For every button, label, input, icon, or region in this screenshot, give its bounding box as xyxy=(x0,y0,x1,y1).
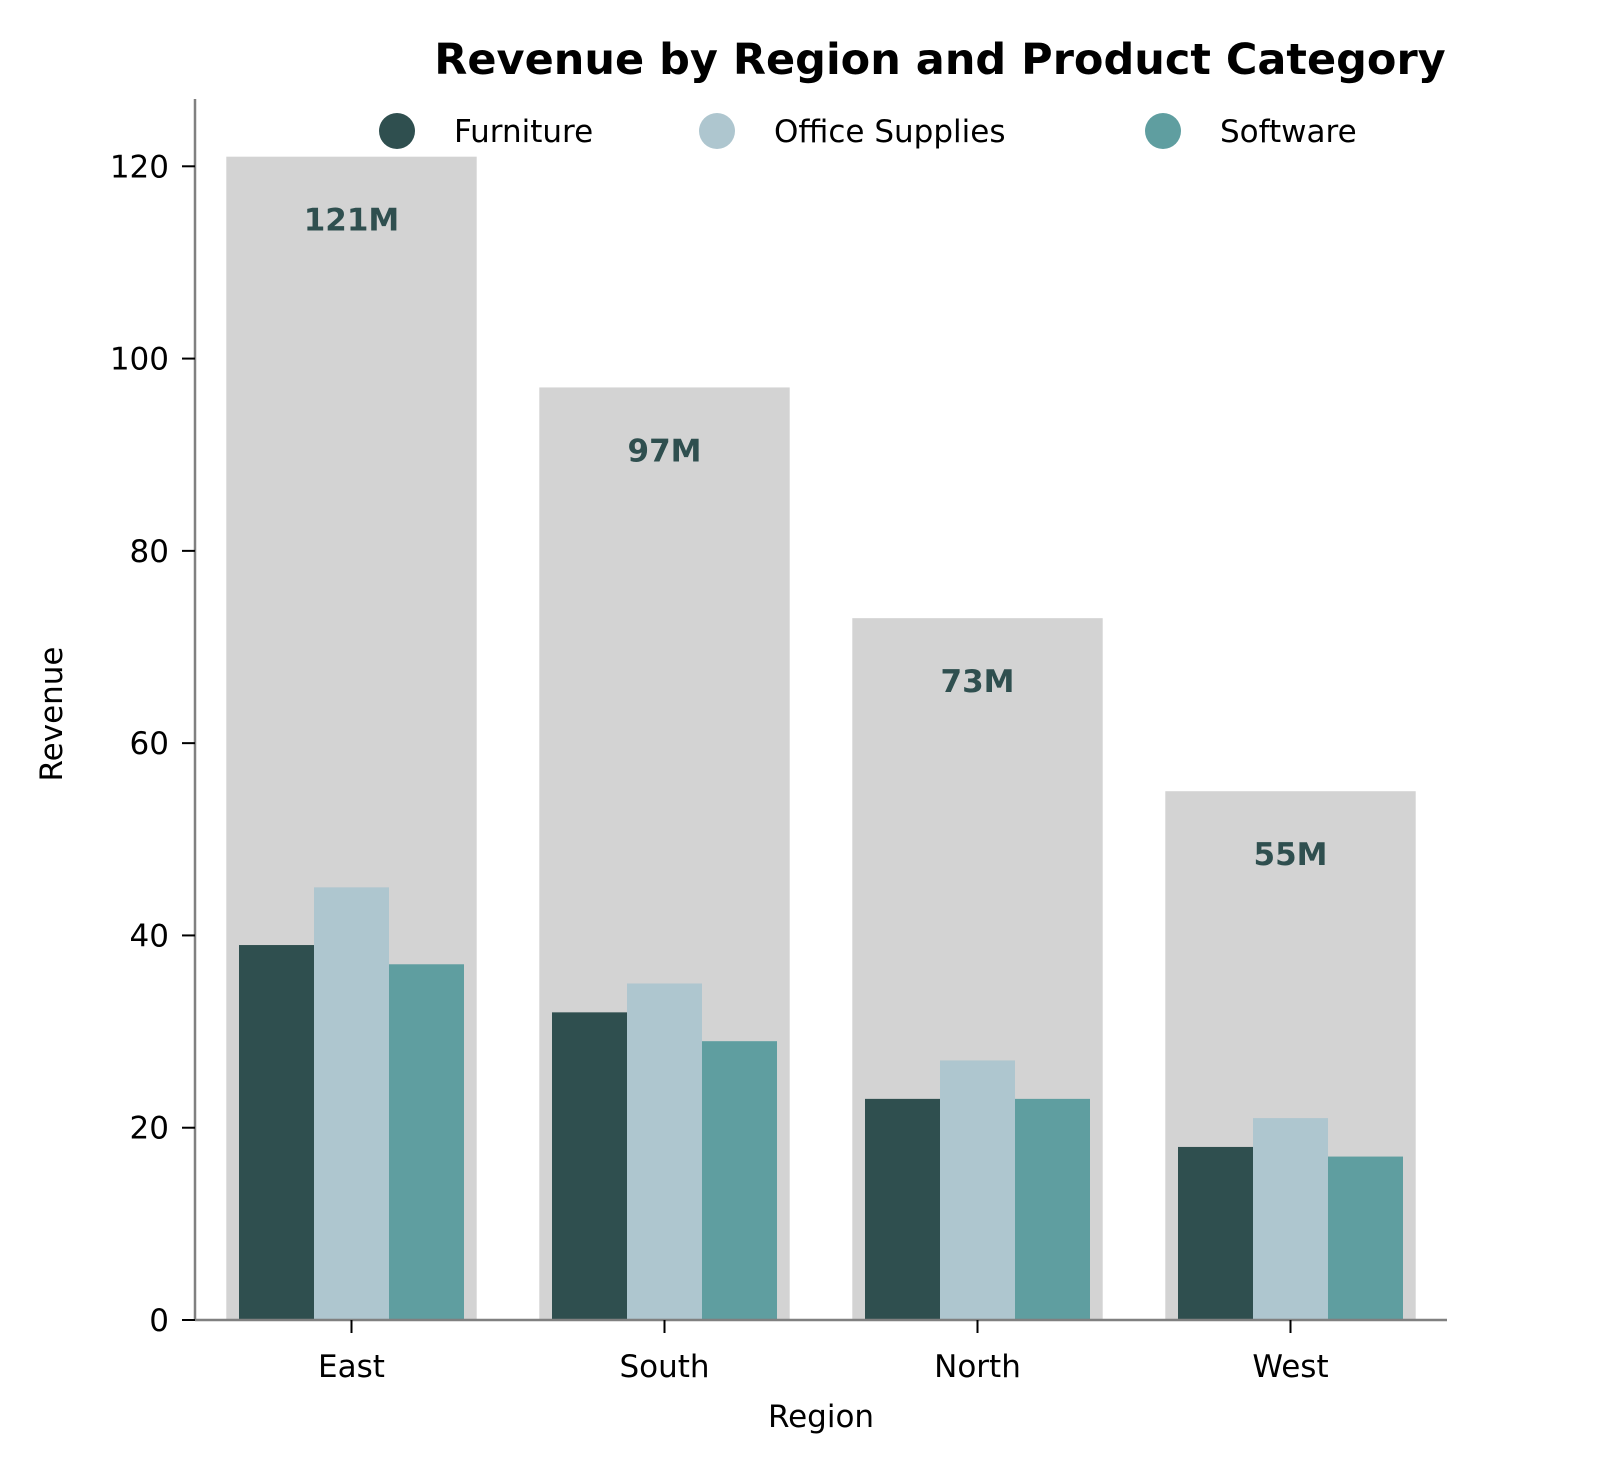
total-label-east: 121M xyxy=(304,203,400,239)
bar-office-supplies-south xyxy=(627,983,702,1320)
x-tick-label-west: West xyxy=(1252,1349,1328,1385)
legend-marker-software xyxy=(1145,113,1181,149)
x-tick-label-north: North xyxy=(934,1349,1021,1385)
legend-item-furniture: Furniture xyxy=(379,113,593,150)
y-tick-label: 20 xyxy=(130,1111,169,1147)
total-label-south: 97M xyxy=(628,433,702,469)
bar-software-east xyxy=(389,964,464,1320)
y-tick-label: 0 xyxy=(149,1303,169,1339)
axes-layer xyxy=(193,99,1447,1322)
y-tick-label: 80 xyxy=(130,534,169,570)
chart-title: Revenue by Region and Product Category xyxy=(434,35,1445,85)
series-bars-layer xyxy=(239,887,1403,1320)
bar-office-supplies-north xyxy=(940,1060,1015,1320)
total-label-north: 73M xyxy=(941,664,1015,700)
bar-office-supplies-west xyxy=(1253,1118,1328,1320)
legend-label-office-supplies: Office Supplies xyxy=(774,114,1005,150)
bar-software-west xyxy=(1328,1156,1403,1320)
legend-label-furniture: Furniture xyxy=(454,114,593,150)
total-label-west: 55M xyxy=(1254,837,1328,873)
bar-furniture-south xyxy=(552,1012,627,1320)
bar-furniture-west xyxy=(1178,1146,1253,1320)
total-labels-layer: 121M 97M 73M 55M xyxy=(304,203,1328,874)
x-tick-label-east: East xyxy=(318,1349,385,1385)
bar-software-north xyxy=(1015,1098,1090,1320)
y-tick-label: 100 xyxy=(110,342,169,378)
legend-item-office-supplies: Office Supplies xyxy=(699,113,1005,150)
y-tick-label: 40 xyxy=(130,918,169,954)
bar-furniture-east xyxy=(239,945,314,1320)
bar-office-supplies-east xyxy=(314,887,389,1320)
legend-label-software: Software xyxy=(1220,114,1357,150)
y-ticks: 0 20 40 60 80 100 120 xyxy=(110,149,195,1339)
legend: Furniture Office Supplies Software xyxy=(379,113,1357,150)
legend-marker-furniture xyxy=(379,113,415,149)
bar-software-south xyxy=(702,1041,777,1320)
total-bars-layer xyxy=(226,156,1416,1321)
x-tick-label-south: South xyxy=(619,1349,709,1385)
y-axis-label: Revenue xyxy=(34,646,70,781)
y-tick-label: 60 xyxy=(130,726,169,762)
x-axis-label: Region xyxy=(768,1399,874,1435)
y-tick-label: 120 xyxy=(110,149,169,185)
x-ticks: East South North West xyxy=(318,1320,1329,1385)
bar-furniture-north xyxy=(865,1098,940,1320)
legend-item-software: Software xyxy=(1145,113,1357,150)
legend-marker-office-supplies xyxy=(699,113,735,149)
